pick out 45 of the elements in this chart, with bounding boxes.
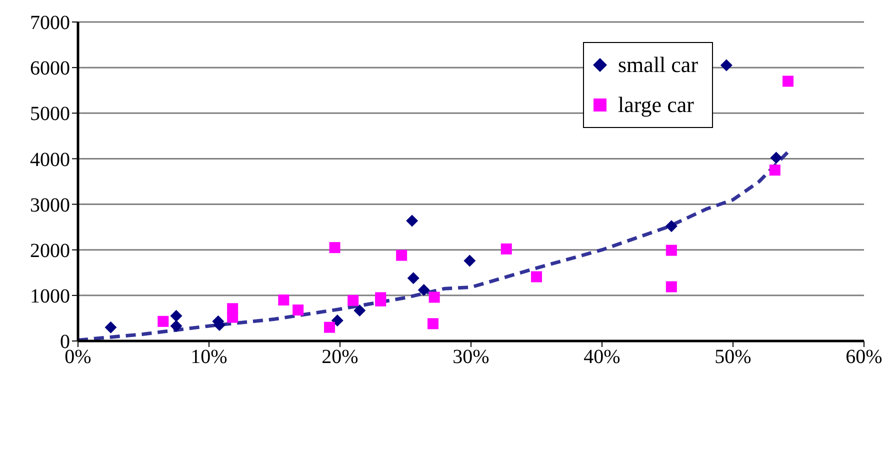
point bbox=[396, 250, 408, 261]
point bbox=[769, 164, 780, 176]
point bbox=[324, 322, 336, 333]
point bbox=[666, 281, 677, 292]
point bbox=[720, 59, 732, 72]
y-tick-label: 4000 bbox=[30, 148, 70, 171]
point bbox=[170, 320, 182, 332]
y-tick-label: 6000 bbox=[30, 58, 70, 80]
point bbox=[104, 321, 117, 334]
point bbox=[278, 294, 290, 306]
x-tick-label: 20% bbox=[322, 346, 358, 368]
point bbox=[428, 292, 440, 303]
point bbox=[500, 243, 512, 254]
x-tick-label: 10% bbox=[190, 346, 228, 368]
x-tick-label: 40% bbox=[584, 346, 620, 368]
point bbox=[292, 304, 304, 316]
point bbox=[329, 242, 340, 254]
point bbox=[531, 271, 542, 282]
y-tick-label: 3000 bbox=[30, 194, 70, 216]
point bbox=[428, 318, 439, 330]
point bbox=[770, 152, 782, 164]
point bbox=[158, 316, 169, 327]
point bbox=[227, 312, 238, 323]
y-tick-label: 5000 bbox=[30, 103, 70, 126]
x-tick-label: 60% bbox=[846, 346, 882, 368]
legend-label: small car bbox=[618, 52, 698, 78]
point bbox=[348, 294, 359, 306]
point bbox=[170, 310, 182, 322]
line-series bbox=[78, 150, 790, 341]
x-tick-label: 30% bbox=[452, 346, 490, 368]
legend-label: large car bbox=[618, 92, 694, 118]
y-tick-label: 1000 bbox=[30, 286, 70, 308]
point bbox=[666, 244, 677, 256]
point bbox=[418, 284, 430, 296]
point bbox=[354, 304, 366, 316]
x-tick-label: 50% bbox=[714, 346, 752, 368]
point bbox=[782, 76, 794, 87]
y-tick-label: 7000 bbox=[30, 12, 70, 34]
y-tick-label: 2000 bbox=[30, 240, 70, 262]
point bbox=[407, 272, 420, 284]
point bbox=[464, 254, 476, 267]
point bbox=[406, 214, 418, 227]
point bbox=[665, 220, 678, 232]
point bbox=[331, 314, 344, 326]
point bbox=[375, 295, 386, 306]
